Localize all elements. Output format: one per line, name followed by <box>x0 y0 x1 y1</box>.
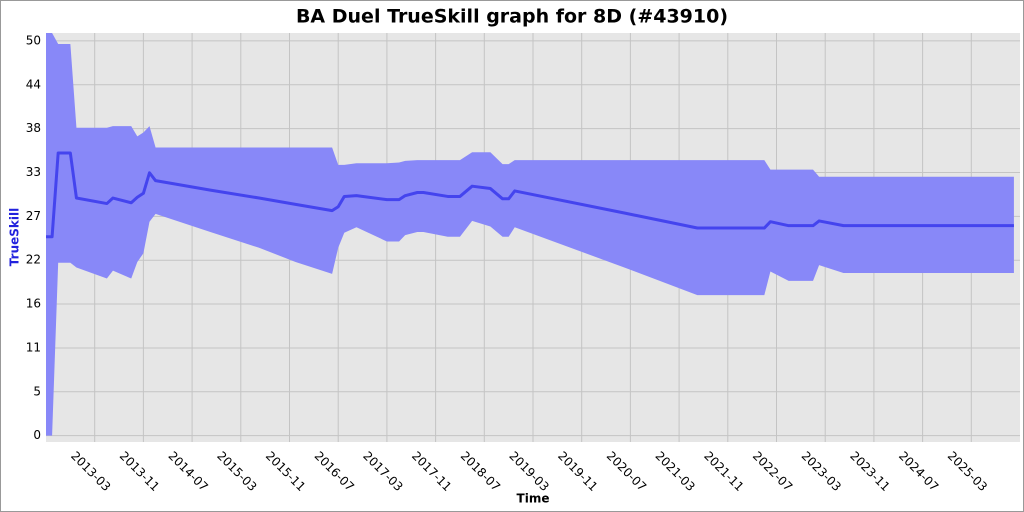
x-axis-title: Time <box>517 492 550 506</box>
line <box>46 151 1014 239</box>
y-tick-label: 5 <box>33 384 41 398</box>
uncertainty-band <box>46 33 1014 436</box>
y-tick-label: 16 <box>26 297 41 311</box>
y-tick-label: 27 <box>26 209 41 223</box>
marks <box>46 33 1014 436</box>
y-tick-label: 0 <box>33 428 41 442</box>
y-tick-label: 11 <box>26 340 41 354</box>
y-tick-label: 38 <box>26 121 41 135</box>
y-axis-title: TrueSkill <box>8 208 22 266</box>
y-tick-label: 33 <box>26 165 41 179</box>
y-tick-label: 50 <box>26 33 41 47</box>
y-tick-label: 44 <box>26 77 41 91</box>
chart-title: BA Duel TrueSkill graph for 8D (#43910) <box>296 6 728 28</box>
y-tick-label: 22 <box>26 253 41 267</box>
